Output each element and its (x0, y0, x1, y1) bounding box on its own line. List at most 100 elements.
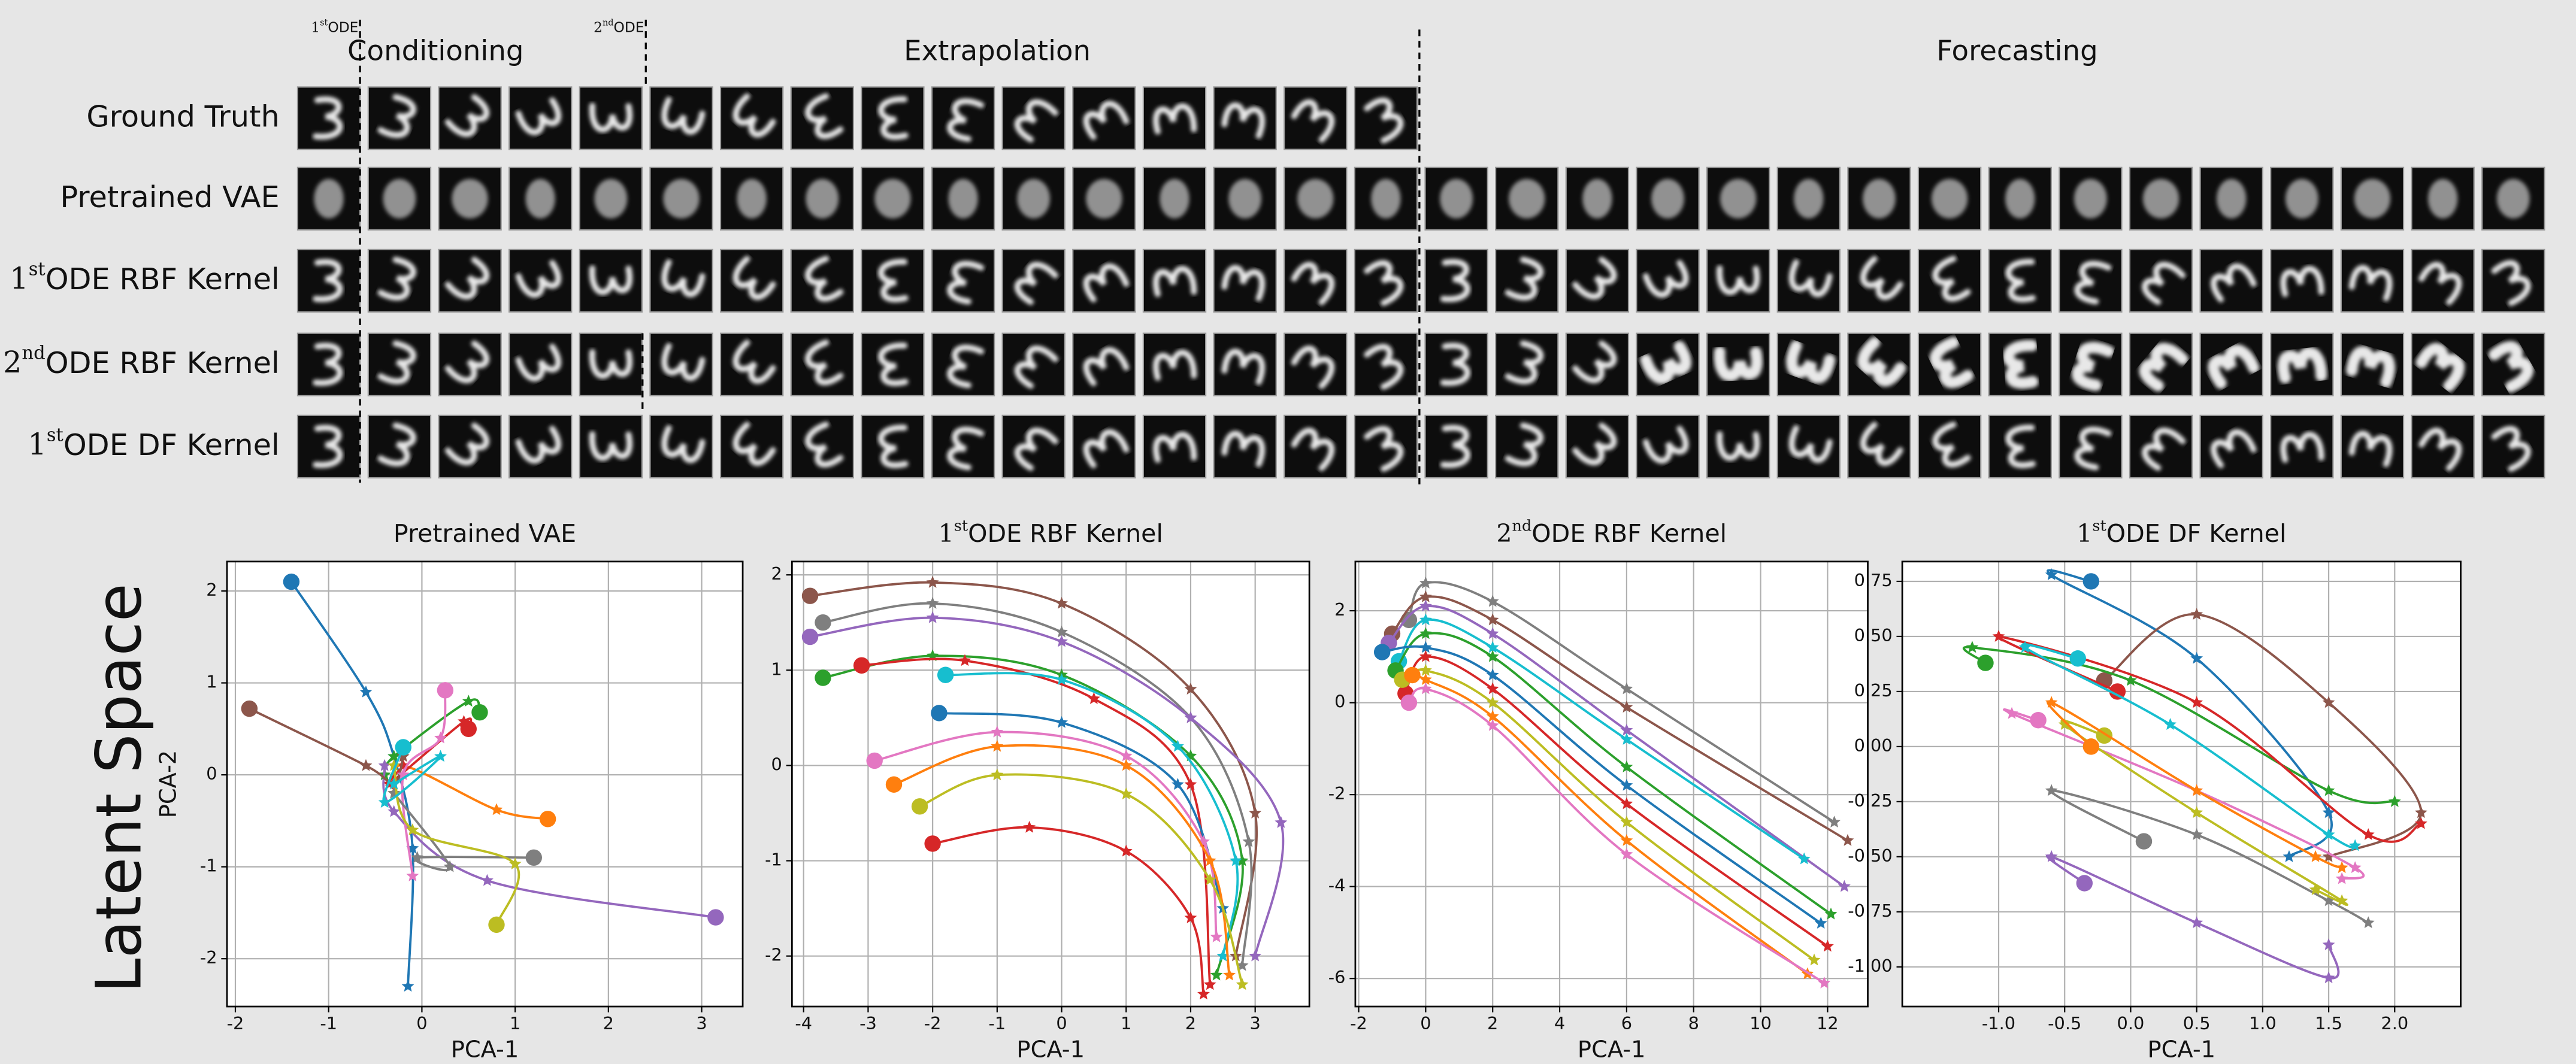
figure: Latent Space Conditioning Extrapolation Fo… (0, 0, 2576, 1064)
x-axis-label: PCA-1 (2147, 1036, 2215, 1063)
y-tick-label: 2 (206, 580, 217, 600)
x-tick-label: -1 (320, 1013, 337, 1033)
start-marker (2083, 573, 2099, 589)
ordinal-suffix: nd (22, 343, 45, 364)
ordinal: 2 (1496, 519, 1512, 547)
start-marker (526, 850, 542, 866)
phase-marker: 2ndODE (594, 18, 644, 35)
frame-blob (1017, 179, 1050, 219)
row-label: 1stODE RBF Kernel (10, 259, 279, 296)
label-text: Pretrained VAE (393, 519, 576, 548)
label-text: ODE RBF Kernel (46, 345, 280, 380)
y-tick-label: -1 (200, 856, 217, 876)
frame-blob (2005, 179, 2035, 219)
ordinal-suffix: st (954, 517, 968, 535)
label-text: ODE RBF Kernel (968, 519, 1163, 548)
x-tick-label: 1.0 (2249, 1013, 2277, 1033)
frame-blob (2074, 179, 2107, 219)
frame-blob (2286, 179, 2318, 219)
x-tick-label: 0 (416, 1013, 427, 1033)
x-tick-label: 12 (1817, 1013, 1839, 1033)
x-tick-label: 3 (1250, 1013, 1261, 1033)
y-tick-label: -2 (200, 947, 217, 968)
y-tick-label: 2 (771, 563, 782, 584)
x-tick-label: 6 (1621, 1013, 1632, 1033)
y-axis-label: PCA-2 (155, 750, 182, 819)
x-tick-label: 1 (1121, 1013, 1131, 1033)
y-tick-label: -0.75 (1848, 901, 1892, 921)
page: { "header": { "phases": ["Conditioning",… (0, 0, 2576, 1064)
y-tick-label: -2 (765, 945, 782, 965)
x-axis-label: PCA-1 (1578, 1036, 1646, 1063)
start-marker (802, 587, 818, 604)
x-tick-label: 4 (1554, 1013, 1565, 1033)
start-marker (866, 753, 882, 769)
chart-title: 1stODE RBF Kernel (939, 517, 1163, 548)
start-marker (1977, 654, 1993, 671)
x-tick-label: 0 (1056, 1013, 1067, 1033)
y-tick-label: -0.25 (1848, 790, 1892, 811)
frame-blob (1297, 179, 1333, 219)
ordinal: 2 (594, 19, 603, 35)
ordinal: 2 (3, 344, 22, 379)
y-tick-label: -4 (1328, 875, 1346, 896)
y-tick-label: 0.25 (1854, 680, 1893, 701)
y-tick-label: 1 (771, 659, 782, 679)
x-tick-label: -2 (924, 1013, 942, 1033)
label-text: Ground Truth (86, 99, 279, 134)
frame-blob (737, 179, 766, 219)
start-marker (488, 917, 504, 933)
frame-blob (1371, 179, 1400, 219)
side-label: Latent Space (83, 583, 156, 993)
x-tick-label: 2 (603, 1013, 614, 1033)
frame-blob (1932, 179, 1967, 219)
phase-label: Extrapolation (904, 34, 1091, 66)
start-marker (2076, 875, 2093, 891)
phase-label: Conditioning (347, 34, 523, 66)
frame-blob (594, 179, 627, 219)
label-text: ODE RBF Kernel (1531, 519, 1727, 548)
x-tick-label: -2 (227, 1013, 244, 1033)
x-tick-label: 1.5 (2315, 1013, 2342, 1033)
y-tick-label: 0 (771, 754, 782, 774)
frame-blob (2428, 179, 2457, 219)
ordinal: 1 (939, 519, 954, 547)
row-label: Ground Truth (86, 99, 279, 134)
start-marker (2083, 738, 2099, 754)
label-text: ODE (328, 19, 358, 35)
frame-blob (1720, 179, 1756, 219)
y-tick-label: -1.00 (1848, 956, 1892, 976)
x-tick-label: -1 (988, 1013, 1006, 1033)
frame-blob (2217, 179, 2246, 219)
start-marker (471, 704, 488, 720)
chart-title: Pretrained VAE (393, 519, 576, 548)
phase-label: Forecasting (1936, 34, 2097, 66)
start-marker (540, 811, 556, 827)
start-marker (2070, 650, 2086, 666)
frame-blob (1440, 179, 1473, 219)
ordinal-suffix: st (47, 425, 64, 446)
ordinal: 1 (10, 260, 28, 295)
start-marker (2136, 833, 2152, 849)
start-marker (886, 777, 902, 793)
label-text: ODE (614, 19, 644, 35)
x-tick-label: 1 (510, 1013, 520, 1033)
start-marker (1404, 667, 1420, 683)
ordinal: 1 (311, 19, 320, 35)
label-text: Pretrained VAE (60, 179, 279, 214)
start-marker (1401, 695, 1417, 711)
y-tick-label: 0 (206, 763, 217, 784)
frame-blob (1086, 179, 1122, 219)
start-marker (283, 574, 299, 590)
frame-blob (2497, 179, 2530, 219)
x-tick-label: 8 (1688, 1013, 1699, 1033)
y-tick-label: 2 (1334, 599, 1345, 620)
x-tick-label: -4 (795, 1013, 812, 1033)
y-tick-label: 0 (1334, 692, 1345, 712)
frame-blob (1509, 179, 1545, 219)
start-marker (815, 614, 831, 630)
x-tick-label: -3 (859, 1013, 877, 1033)
ordinal-suffix: st (320, 18, 328, 28)
x-tick-label: -0.5 (2048, 1013, 2081, 1033)
frame-blob (1582, 179, 1612, 219)
